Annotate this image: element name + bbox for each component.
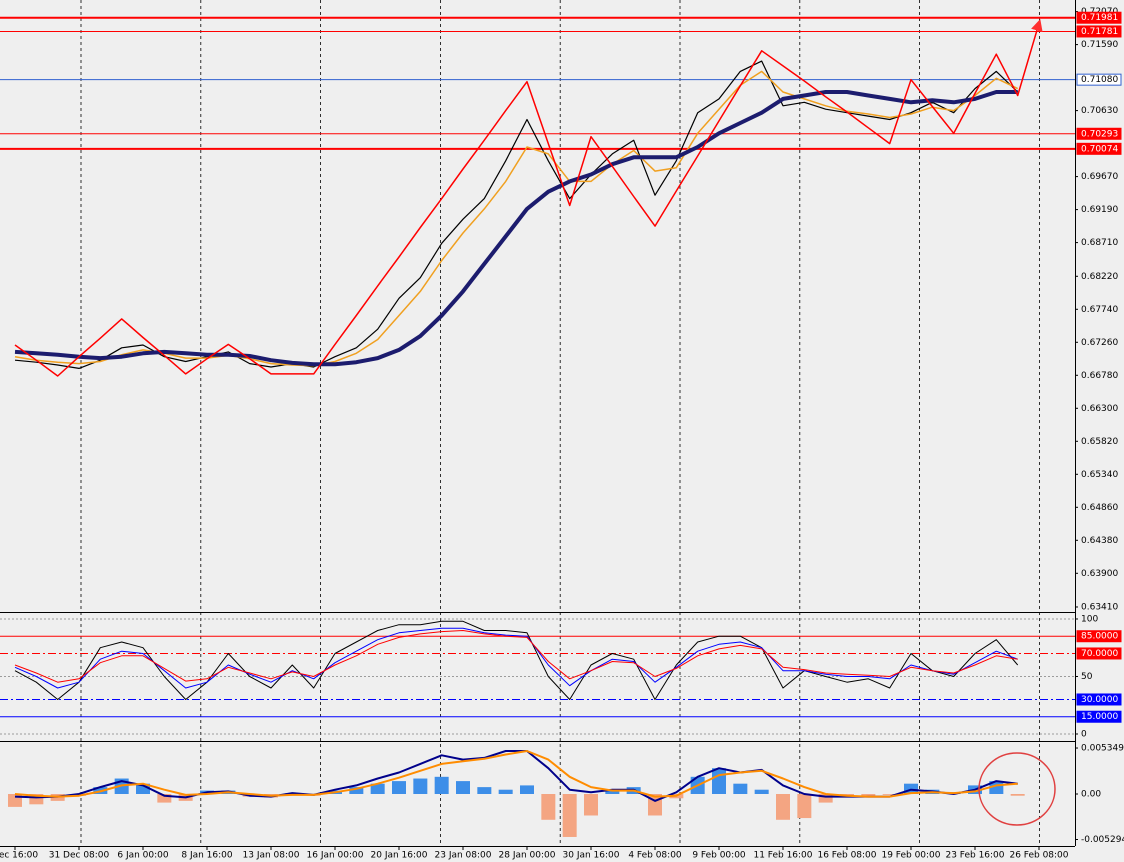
level-label: 30.0000 [1081, 695, 1118, 705]
highlight-circle [978, 752, 1056, 826]
level-label-box [1076, 127, 1122, 140]
histogram-bar [370, 783, 385, 794]
level-label-box [1076, 693, 1122, 706]
y-tick-label: 50 [1081, 672, 1093, 682]
y-tick-label: -0.005294 [1081, 835, 1124, 845]
x-tick-label: 23 Feb 16:00 [945, 851, 1004, 861]
histogram-bar [882, 794, 897, 795]
series-line [14, 18, 1043, 377]
y-tick-label: 0.71590 [1081, 40, 1118, 50]
level-label: 0.71981 [1081, 13, 1118, 23]
series-line [14, 70, 1019, 367]
level-label: 15.0000 [1081, 712, 1118, 722]
y-tick-label: 0.67260 [1081, 338, 1118, 348]
histogram-bar [136, 783, 150, 794]
y-tick-label: 0.66780 [1081, 371, 1118, 381]
x-tick-label: 23 Jan 08:00 [435, 851, 492, 861]
level-label-box [1076, 25, 1122, 38]
series-line [14, 60, 1019, 369]
y-tick-label: 0 [1081, 729, 1087, 739]
level-label-box [1076, 647, 1122, 660]
level-label: 0.71080 [1081, 75, 1118, 85]
histogram-bar [861, 794, 876, 796]
y-tick-label: 0.69670 [1081, 172, 1118, 182]
histogram-bar [456, 781, 470, 794]
level-label-box [1076, 142, 1122, 155]
histogram-bar [477, 787, 492, 794]
series-line [14, 627, 1018, 689]
histogram-bar [733, 783, 748, 794]
level-label: 85.0000 [1081, 632, 1118, 642]
histogram-bar [541, 794, 556, 820]
y-tick-label: 0.0053496 [1081, 744, 1124, 754]
y-tick-label: 0.63900 [1081, 569, 1118, 579]
histogram-bar [498, 789, 513, 794]
series-line [14, 90, 1018, 367]
level-label-box [1076, 11, 1122, 24]
level-label: 0.70293 [1081, 129, 1118, 139]
x-tick-label: 30 Jan 16:00 [563, 851, 620, 861]
histogram-bar [562, 794, 577, 837]
histogram-bar [29, 794, 44, 805]
x-tick-label: 11 Feb 16:00 [753, 851, 812, 861]
y-tick-label: 0.69190 [1081, 205, 1118, 215]
level-label: 0.70074 [1081, 144, 1118, 154]
y-tick-label: 0.68710 [1081, 238, 1118, 248]
level-label: 70.0000 [1081, 649, 1118, 659]
x-tick-label: 20 Jan 16:00 [371, 851, 428, 861]
level-label-box [1076, 73, 1122, 86]
y-tick-label: 0.64380 [1081, 536, 1118, 546]
x-tick-label: 13 Jan 08:00 [243, 851, 300, 861]
y-tick-label: 0.70630 [1081, 106, 1118, 116]
level-label-box [1076, 710, 1122, 723]
y-tick-label: 0.64860 [1081, 503, 1118, 513]
histogram-bar [584, 794, 598, 816]
x-tick-label: 16 Feb 08:00 [817, 851, 876, 861]
series-line [14, 750, 1018, 798]
histogram-bar [712, 768, 726, 794]
histogram-bar [797, 794, 812, 819]
series-line [14, 620, 1019, 700]
y-tick-label: 0.68220 [1081, 272, 1118, 282]
histogram-bar [157, 794, 172, 803]
histogram-bar [818, 794, 833, 803]
x-tick-label: 16 Jan 00:00 [307, 851, 364, 861]
y-tick-label: 100 [1081, 614, 1098, 624]
x-tick-label: 31 Dec 08:00 [49, 851, 110, 861]
histogram-bar [349, 787, 364, 794]
histogram-bar [520, 785, 534, 794]
level-label-box [1076, 630, 1122, 643]
histogram-bar [776, 794, 790, 820]
y-tick-label: 0.65340 [1081, 470, 1118, 480]
x-tick-label: 4 Feb 08:00 [628, 851, 682, 861]
x-tick-label: 9 Feb 00:00 [692, 851, 746, 861]
histogram-bar [754, 789, 769, 794]
x-tick-label: 8 Jan 16:00 [181, 851, 233, 861]
histogram-bar [434, 776, 449, 794]
histogram-bar [413, 778, 428, 794]
histogram-bar [1010, 794, 1025, 796]
y-tick-label: 0.66300 [1081, 404, 1118, 414]
x-tick-label: 26 Feb 08:00 [1009, 851, 1068, 861]
x-tick-label: 19 Feb 00:00 [881, 851, 940, 861]
x-tick-label: 28 Jan 00:00 [499, 851, 556, 861]
level-label: 0.71781 [1081, 27, 1118, 37]
y-tick-label: 0.67740 [1081, 305, 1118, 315]
y-tick-label: 0.65820 [1081, 437, 1118, 447]
histogram-bar [392, 781, 406, 794]
y-tick-label: 0.00 [1081, 790, 1101, 800]
x-tick-label: Dec 16:00 [0, 851, 38, 861]
histogram-bar [605, 789, 620, 794]
y-tick-label: 0.63410 [1081, 602, 1118, 612]
series-line [14, 630, 1018, 683]
x-tick-label: 6 Jan 00:00 [117, 851, 169, 861]
